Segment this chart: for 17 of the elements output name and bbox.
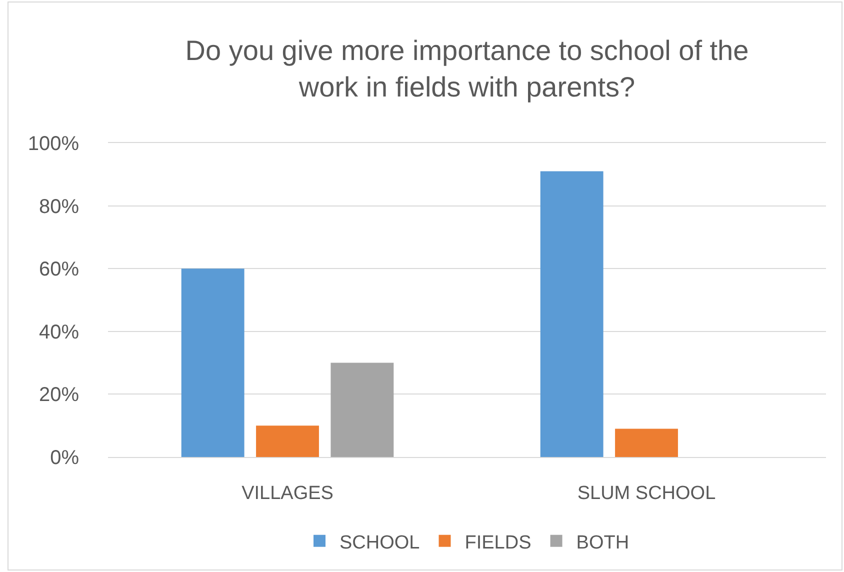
bar (181, 268, 244, 457)
legend-label: FIELDS (464, 532, 532, 554)
y-tick-label: 0% (50, 447, 80, 469)
bar (256, 426, 319, 457)
legend-label: SCHOOL (340, 532, 420, 554)
bar (330, 362, 394, 457)
y-tick-label: 80% (38, 196, 80, 218)
chart-title: Do you give more importance to school of the work in fields with parents? (185, 35, 749, 102)
x-tick-label: VILLAGES (242, 482, 334, 504)
legend-label: BOTH (576, 532, 630, 554)
y-tick-label: 100% (28, 133, 80, 155)
y-tick-label: 60% (38, 258, 80, 281)
y-tick-label: 20% (38, 384, 80, 406)
y-tick-label: 40% (38, 321, 80, 344)
x-tick-label: SLUM SCHOOL (577, 482, 716, 504)
bar (540, 171, 604, 457)
bar (615, 428, 678, 457)
